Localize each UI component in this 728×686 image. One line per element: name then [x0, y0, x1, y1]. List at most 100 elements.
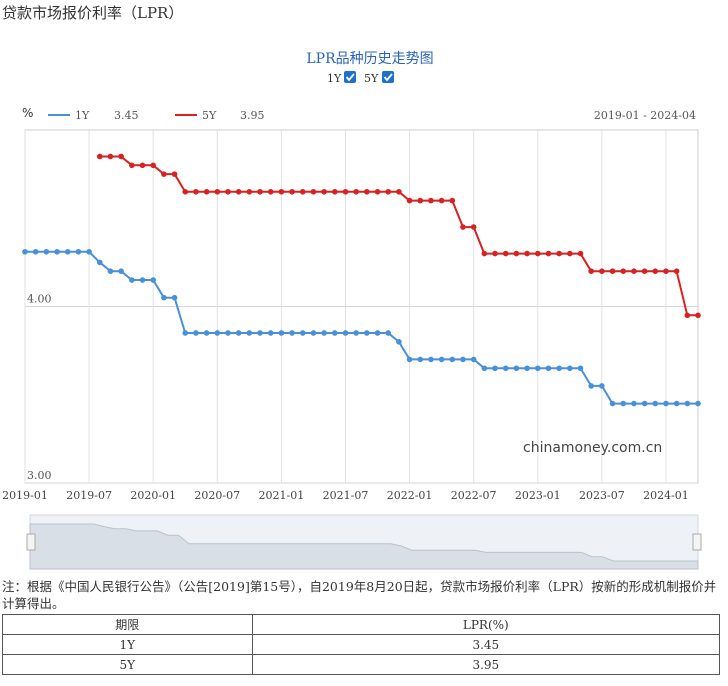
data-point-1y: [193, 330, 199, 336]
table-cell: 3.45: [251, 634, 721, 655]
data-point-1y: [513, 365, 520, 372]
x-tick-label: 2021-01: [259, 489, 305, 502]
data-point-1y: [534, 365, 541, 372]
data-point-1y: [203, 330, 210, 336]
data-point-5y: [428, 197, 434, 204]
data-point-1y: [502, 365, 509, 372]
data-point-5y: [118, 153, 124, 160]
data-point-1y: [695, 400, 701, 407]
data-point-1y: [182, 330, 189, 336]
table-header: LPR(%): [251, 614, 721, 635]
legend-5y-value: 3.95: [240, 109, 265, 122]
data-point-5y: [460, 224, 466, 230]
data-point-5y: [663, 268, 669, 275]
watermark: chinamoney.com.cn: [523, 440, 662, 456]
data-point-1y: [310, 330, 317, 336]
data-point-5y: [481, 250, 488, 257]
data-point-5y: [577, 250, 584, 257]
data-point-1y: [460, 356, 466, 363]
data-point-1y: [64, 248, 71, 255]
data-point-5y: [310, 188, 317, 195]
data-point-1y: [118, 268, 124, 275]
data-point-5y: [502, 250, 509, 257]
data-point-5y: [385, 188, 392, 195]
grid: [24, 129, 699, 484]
data-point-1y: [267, 330, 274, 336]
data-point-1y: [289, 330, 295, 336]
x-tick-label: 2023-01: [515, 489, 561, 502]
data-point-1y: [588, 383, 594, 389]
data-point-1y: [129, 277, 135, 283]
series-line-1y: [25, 250, 698, 405]
table-row: 1Y 3.45: [2, 634, 721, 655]
data-point-1y: [353, 330, 359, 336]
y-tick-label: 3.00: [27, 469, 52, 482]
data-point-1y: [150, 277, 156, 283]
table-header: 期限: [2, 614, 253, 635]
data-point-1y: [417, 356, 424, 363]
legend-5y-name: 5Y: [202, 109, 217, 122]
data-point-1y: [545, 365, 552, 372]
data-point-1y: [631, 400, 637, 407]
page-title: 贷款市场报价利率（LPR）: [2, 4, 184, 22]
data-point-1y: [374, 330, 381, 336]
data-point-1y: [299, 330, 306, 336]
toggle-5y-checkbox[interactable]: [382, 71, 394, 83]
data-point-1y: [641, 400, 648, 407]
x-tick-label: 2024-01: [643, 489, 689, 502]
data-point-5y: [107, 153, 114, 160]
data-point-1y: [32, 248, 39, 255]
toggle-1y-checkbox[interactable]: [344, 71, 356, 83]
table-cell: 3.95: [251, 654, 721, 675]
data-point-5y: [556, 250, 562, 257]
date-range-label: 2019-01 - 2024-04: [594, 109, 696, 122]
x-tick-label: 2022-01: [387, 489, 433, 502]
zoom-handle-left[interactable]: [26, 533, 36, 551]
data-point-5y: [214, 188, 221, 195]
data-point-5y: [96, 153, 103, 160]
toggle-5y-label: 5Y: [364, 72, 379, 85]
legend-1y-value: 3.45: [114, 109, 139, 122]
legend-1y[interactable]: 1Y 3.45: [48, 109, 139, 122]
data-point-1y: [278, 330, 285, 336]
data-point-1y: [438, 356, 445, 363]
footnote: 注：根据《中国人民银行公告》（公告[2019]第15号），自2019年8月20日…: [2, 579, 717, 611]
data-point-5y: [513, 250, 520, 257]
legend-1y-name: 1Y: [75, 109, 90, 122]
data-point-5y: [609, 268, 616, 275]
table-cell: 1Y: [2, 634, 253, 655]
data-point-5y: [470, 224, 477, 230]
data-point-1y: [663, 400, 669, 407]
data-point-5y: [321, 188, 327, 195]
series-line-5y: [99, 155, 698, 317]
zoom-handle-right[interactable]: [692, 533, 702, 551]
data-point-5y: [182, 188, 189, 195]
data-point-5y: [641, 268, 648, 275]
data-point-5y: [673, 268, 680, 275]
data-point-5y: [257, 188, 263, 195]
data-point-1y: [449, 356, 456, 363]
data-point-1y: [214, 330, 221, 336]
x-tick-label: 2020-07: [194, 489, 240, 502]
data-point-1y: [139, 277, 146, 283]
data-point-1y: [246, 330, 253, 336]
data-point-1y: [257, 330, 263, 336]
zoom-navigator[interactable]: [26, 514, 702, 570]
data-point-5y: [299, 188, 306, 195]
data-point-5y: [353, 188, 359, 195]
data-point-5y: [599, 268, 605, 275]
data-point-5y: [331, 188, 338, 195]
legend-5y[interactable]: 5Y 3.95: [175, 109, 265, 122]
table-row: 5Y 3.95: [2, 654, 721, 675]
x-tick-label: 2022-07: [451, 489, 497, 502]
data-point-1y: [673, 400, 680, 407]
data-point-1y: [161, 294, 167, 301]
y-unit-label: %: [22, 106, 33, 120]
data-point-1y: [428, 356, 434, 363]
data-point-1y: [406, 356, 413, 363]
toggle-1y-label: 1Y: [327, 72, 342, 85]
data-point-5y: [225, 188, 231, 195]
data-point-5y: [203, 188, 210, 195]
data-point-1y: [331, 330, 338, 336]
table-cell: 5Y: [2, 654, 253, 675]
